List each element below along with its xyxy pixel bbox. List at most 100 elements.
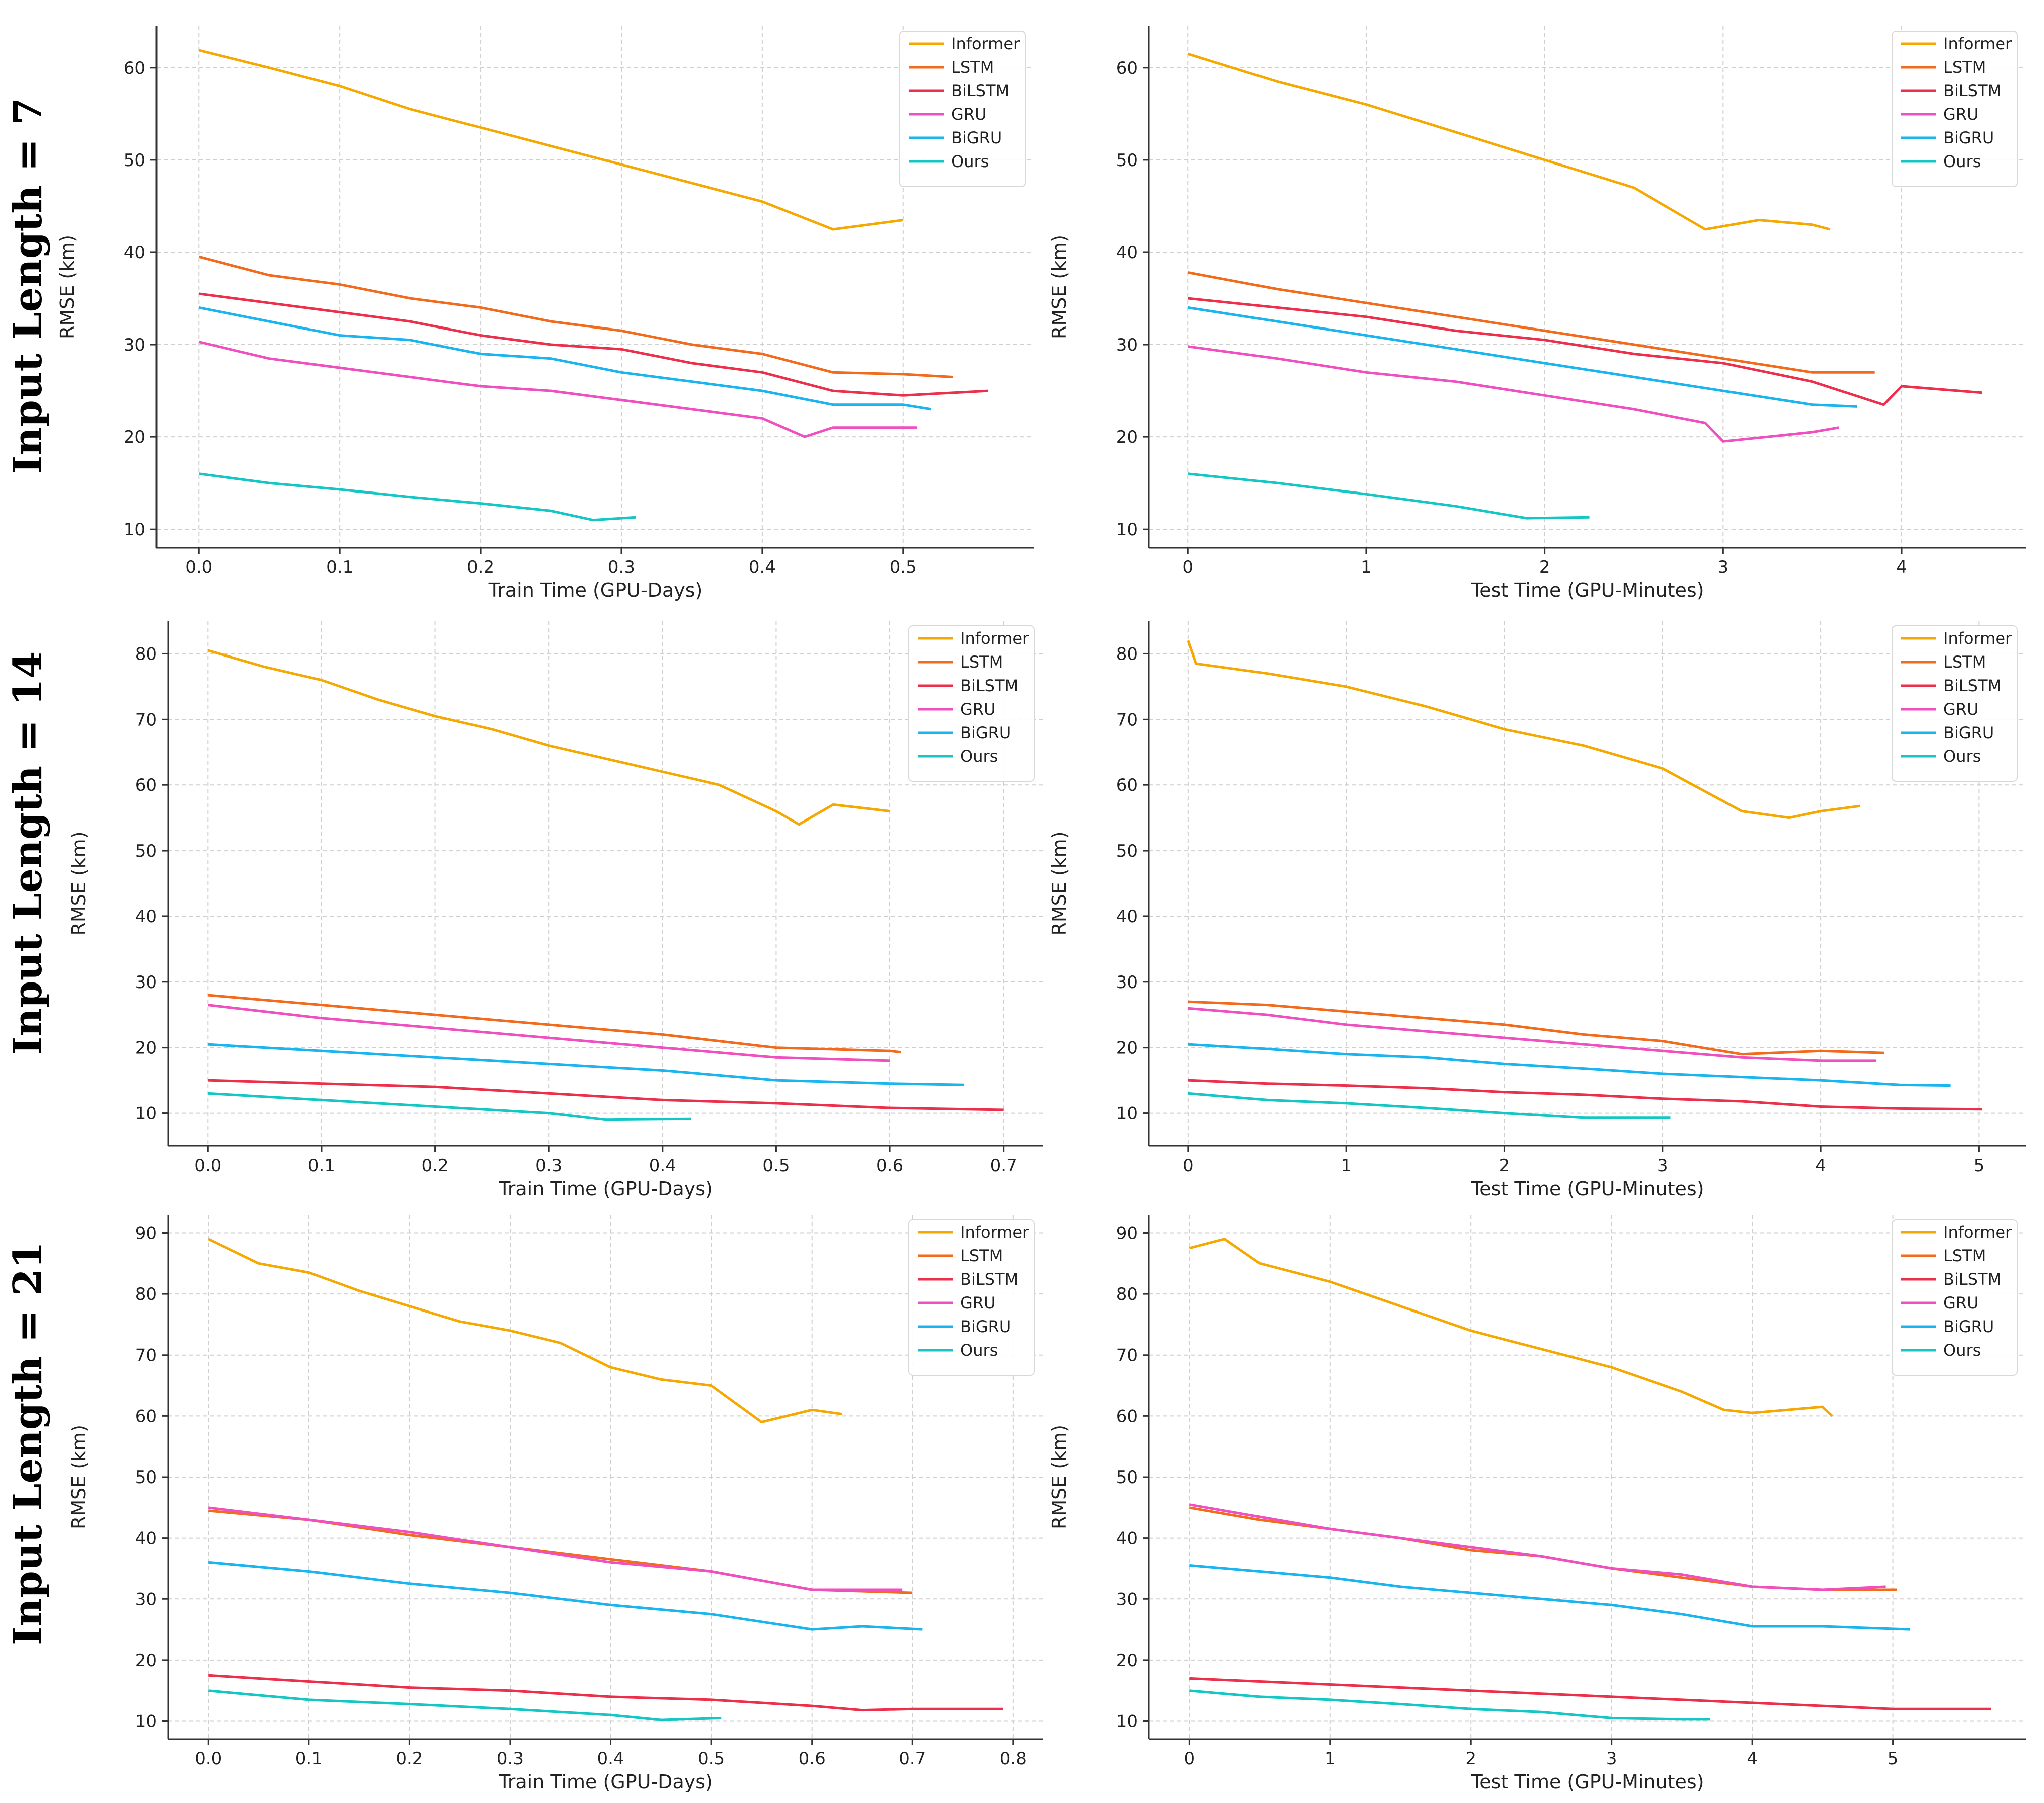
legend-label-informer: Informer [960, 1223, 1029, 1242]
series-line-lstm [1189, 1506, 1897, 1591]
legend-label-ours: Ours [951, 152, 989, 171]
x-axis-label: Test Time (GPU-Minutes) [1470, 1771, 1704, 1793]
y-tick-label: 80 [135, 1284, 157, 1304]
series-line-informer [1187, 52, 1831, 231]
y-tick-label: 40 [1116, 243, 1138, 263]
y-tick-label: 10 [135, 1712, 157, 1732]
legend-label-bilstm: BiLSTM [960, 676, 1018, 695]
series-line-ours [1188, 472, 1590, 520]
y-tick-label: 30 [1116, 335, 1138, 355]
legend-label-bigru: BiGRU [1943, 1317, 1994, 1336]
series-line-informer [207, 649, 890, 826]
chart-panel-1: 0.0 0.1 0.2 0.3 0.4 0.5 10 20 30 40 50 60 Train Time… [56, 26, 1034, 601]
x-axis-label: Train Time (GPU-Days) [488, 579, 703, 601]
legend: Informer LSTM BiLSTM GRU BiGRU Ours [1892, 625, 2018, 782]
y-tick-label: 60 [124, 58, 145, 78]
x-tick-label: 3 [1718, 557, 1729, 577]
x-tick-label: 0.2 [396, 1749, 423, 1769]
x-tick-label: 1 [1325, 1749, 1336, 1769]
y-tick-label: 20 [1116, 1038, 1138, 1058]
y-tick-label: 20 [135, 1651, 157, 1671]
y-tick-label: 30 [135, 1589, 157, 1609]
series-line-ours [208, 1092, 691, 1121]
x-tick-label: 0.1 [308, 1156, 335, 1176]
series-line-informer [1189, 1238, 1833, 1417]
x-tick-label: 0.3 [535, 1156, 562, 1176]
y-tick-label: 10 [1116, 1712, 1138, 1732]
legend-label-ours: Ours [960, 747, 998, 766]
series-line-gru [198, 341, 917, 438]
x-tick-label: 4 [1815, 1156, 1826, 1176]
series-line-gru [1189, 1503, 1886, 1591]
x-tick-label: 0.1 [295, 1749, 323, 1769]
series-line-bigru [1187, 306, 1857, 408]
series-line-lstm [208, 994, 901, 1054]
legend-label-informer: Informer [1943, 1223, 2012, 1242]
legend-label-lstm: LSTM [1943, 1246, 1986, 1265]
series-line-informer [1187, 640, 1861, 819]
y-tick-label: 40 [124, 243, 145, 263]
x-tick-label: 0 [1182, 557, 1193, 577]
series-line-ours [1188, 1092, 1671, 1119]
y-tick-label: 90 [1116, 1223, 1138, 1243]
x-tick-label: 0.7 [899, 1749, 926, 1769]
legend-label-bigru: BiGRU [960, 723, 1011, 742]
x-tick-label: 4 [1747, 1749, 1758, 1769]
series-line-ours [198, 472, 636, 522]
y-tick-label: 40 [1116, 1529, 1138, 1549]
legend: Informer LSTM BiLSTM GRU BiGRU Ours [908, 625, 1035, 782]
legend-label-bilstm: BiLSTM [1943, 1270, 2001, 1289]
legend-box [1892, 625, 2018, 782]
y-tick-label: 30 [1116, 972, 1138, 993]
series-line-bilstm [1188, 297, 1982, 406]
x-tick-label: 1 [1361, 557, 1372, 577]
legend-label-bigru: BiGRU [951, 128, 1002, 147]
x-axis-label: Test Time (GPU-Minutes) [1470, 579, 1704, 601]
x-tick-label: 0.3 [608, 557, 635, 577]
legend-label-informer: Informer [1943, 34, 2012, 53]
legend-label-ours: Ours [1943, 747, 1981, 766]
legend: Informer LSTM BiLSTM GRU BiGRU Ours [1892, 1219, 2018, 1376]
legend-box [1892, 31, 2018, 187]
y-tick-label: 70 [1116, 1346, 1138, 1366]
x-tick-label: 0.3 [497, 1749, 524, 1769]
series-line-ours [208, 1689, 722, 1721]
x-tick-label: 0.8 [1000, 1749, 1027, 1769]
x-axis-label: Test Time (GPU-Minutes) [1470, 1178, 1704, 1200]
y-tick-label: 70 [1116, 710, 1138, 730]
legend-label-ours: Ours [960, 1341, 998, 1360]
y-tick-label: 60 [135, 775, 157, 795]
series-line-informer [198, 49, 904, 231]
x-tick-label: 2 [1499, 1156, 1510, 1176]
legend-label-informer: Informer [1943, 629, 2012, 648]
series-line-bigru [1188, 1043, 1951, 1087]
y-tick-label: 10 [135, 1104, 157, 1124]
x-tick-label: 0.5 [890, 557, 917, 577]
chart-panel-4: 0 1 2 3 4 5 10 20 30 40 50 60 70 80 Test Time (GPU-Min… [1048, 621, 2026, 1200]
x-tick-label: 2 [1539, 557, 1550, 577]
chart-panel-2: 0 1 2 3 4 10 20 30 40 50 60 Test Time (GPU-Minutes)… [1048, 26, 2026, 601]
legend: Informer LSTM BiLSTM GRU BiGRU Ours [1892, 31, 2018, 187]
y-axis-label: RMSE (km) [68, 1425, 90, 1529]
x-tick-label: 0.2 [422, 1156, 449, 1176]
y-tick-label: 50 [1116, 150, 1138, 171]
series-line-bilstm [208, 1079, 1004, 1111]
y-tick-label: 50 [124, 150, 145, 171]
x-tick-label: 0.4 [597, 1749, 624, 1769]
series-line-gru [208, 1004, 890, 1062]
y-tick-label: 20 [135, 1038, 157, 1058]
series-line-bilstm [208, 1674, 1003, 1712]
x-tick-label: 0.0 [194, 1156, 221, 1176]
x-tick-label: 0.7 [990, 1156, 1017, 1176]
x-tick-label: 3 [1657, 1156, 1668, 1176]
y-tick-label: 80 [1116, 644, 1138, 664]
y-tick-label: 40 [1116, 907, 1138, 927]
y-tick-label: 50 [135, 1467, 157, 1488]
y-tick-label: 60 [1116, 775, 1138, 795]
legend-label-lstm: LSTM [1943, 58, 1986, 77]
series-line-bigru [208, 1561, 923, 1631]
y-tick-label: 80 [135, 644, 157, 664]
legend-label-informer: Informer [960, 629, 1029, 648]
legend: Informer LSTM BiLSTM GRU BiGRU Ours [908, 1219, 1035, 1376]
